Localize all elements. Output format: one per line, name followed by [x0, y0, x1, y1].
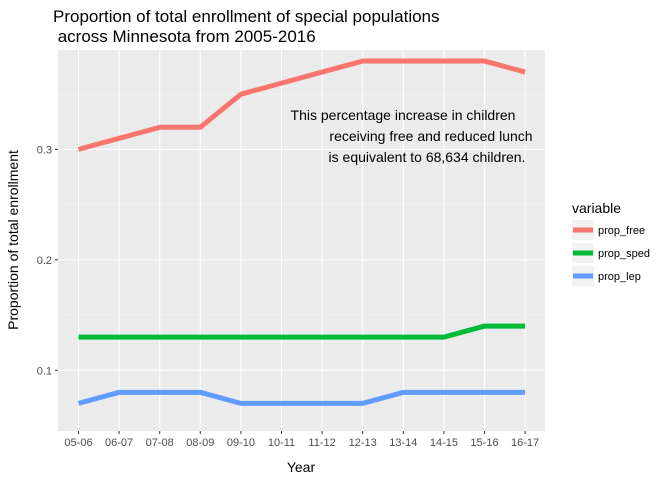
series-line-prop-lep	[77, 389, 526, 406]
minor-gridlines	[58, 93, 545, 426]
legend-label: prop_sped	[598, 248, 650, 260]
x-tick-label: 11-12	[308, 437, 335, 449]
annotation-line-3: is equivalent to 68,634 children.	[329, 149, 526, 165]
x-tick-label: 10-11	[268, 437, 295, 449]
series-line-prop-sped	[78, 323, 526, 340]
y-axis-label: Proportion of total enrollment	[5, 150, 21, 330]
y-tick-label: 0.3	[37, 144, 52, 156]
x-tick-label: 09-10	[227, 437, 255, 449]
x-tick-label: 06-07	[105, 437, 133, 449]
x-tick-label: 15-16	[470, 437, 498, 449]
x-axis-label: Year	[287, 459, 316, 475]
chart-title-line-1: Proportion of total enrollment of specia…	[53, 7, 440, 26]
x-tick-label: 13-14	[389, 437, 417, 449]
y-tick-label: 0.2	[37, 255, 52, 267]
annotation-line-1: This percentage increase in children	[291, 107, 516, 123]
legend-label: prop_lep	[598, 271, 641, 283]
series-line-prop-free	[77, 58, 526, 152]
y-tick-label: 0.1	[37, 365, 52, 377]
series-lines	[77, 58, 526, 406]
x-tick-label: 07-08	[146, 437, 174, 449]
x-axis: 05-06 06-07 07-08 08-09 09-10 10-11 11-12 12-13…	[64, 431, 539, 449]
legend: variable prop_free prop_sped prop_lep	[572, 200, 650, 286]
y-axis: 0.1 0.2 0.3	[37, 144, 58, 377]
plot-panel	[58, 50, 545, 431]
x-tick-label: 05-06	[64, 437, 92, 449]
x-tick-label: 16-17	[511, 437, 539, 449]
x-tick-label: 12-13	[349, 437, 377, 449]
chart-title-line-2: across Minnesota from 2005-2016	[53, 27, 316, 46]
x-tick-label: 14-15	[430, 437, 458, 449]
major-gridlines	[58, 50, 545, 431]
annotation-line-2: receiving free and reduced lunch	[329, 128, 532, 144]
legend-label: prop_free	[598, 225, 645, 237]
legend-title: variable	[572, 200, 621, 216]
x-tick-label: 08-09	[186, 437, 214, 449]
